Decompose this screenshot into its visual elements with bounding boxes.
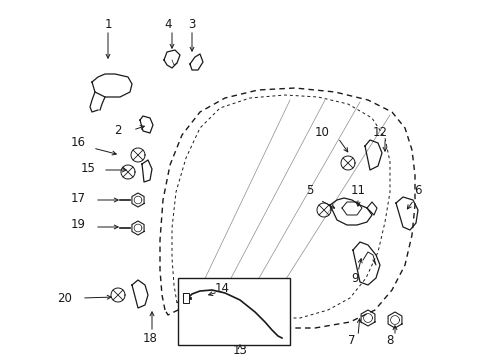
Text: 20: 20 (58, 292, 72, 305)
Text: 9: 9 (350, 271, 358, 284)
Text: 2: 2 (114, 123, 122, 136)
Text: 1: 1 (104, 18, 112, 31)
Text: 15: 15 (81, 162, 95, 175)
Text: 10: 10 (314, 126, 329, 139)
Text: 14: 14 (214, 282, 229, 294)
Text: 19: 19 (70, 219, 85, 231)
Text: 3: 3 (188, 18, 195, 31)
Bar (178, 278, 289, 345)
Bar (183, 293, 189, 303)
Text: 6: 6 (413, 184, 421, 197)
Text: 4: 4 (164, 18, 171, 31)
Text: 12: 12 (372, 126, 386, 139)
Text: 11: 11 (350, 184, 365, 197)
Text: 7: 7 (347, 333, 355, 346)
Text: 16: 16 (70, 135, 85, 148)
Text: 5: 5 (305, 184, 313, 197)
Text: 13: 13 (232, 343, 247, 356)
Text: 18: 18 (142, 332, 157, 345)
Text: 17: 17 (70, 192, 85, 204)
Text: 8: 8 (386, 333, 393, 346)
